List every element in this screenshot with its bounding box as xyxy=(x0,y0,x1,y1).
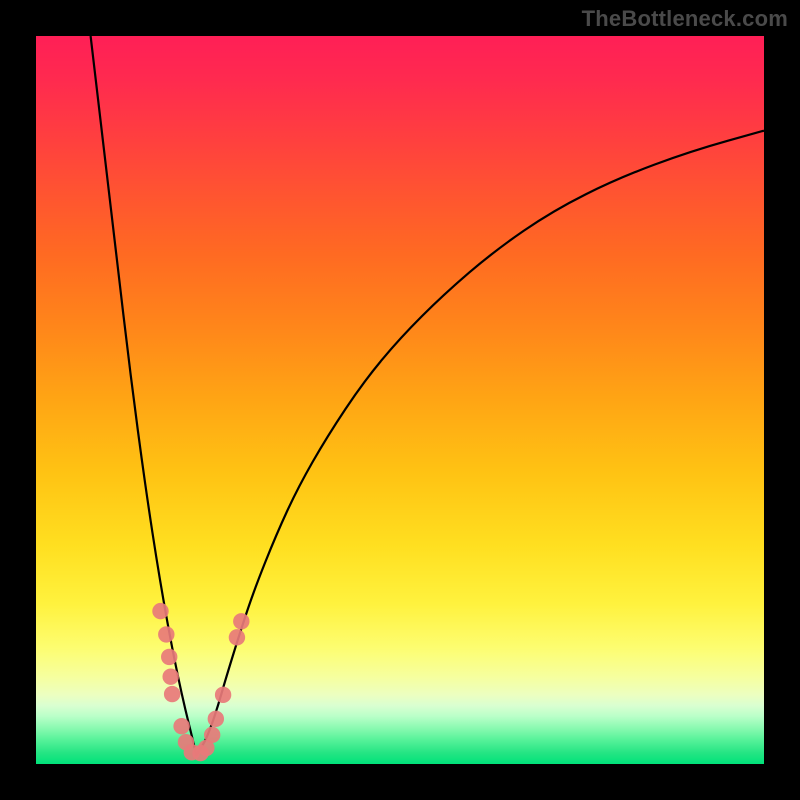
data-marker xyxy=(173,718,189,734)
data-marker xyxy=(208,711,224,727)
data-marker xyxy=(215,687,231,703)
data-marker xyxy=(162,668,178,684)
data-marker xyxy=(204,727,220,743)
watermark-text: TheBottleneck.com xyxy=(582,6,788,32)
data-marker xyxy=(158,626,174,642)
chart-root: TheBottleneck.com xyxy=(0,0,800,800)
data-marker xyxy=(229,629,245,645)
data-marker xyxy=(233,613,249,629)
data-marker xyxy=(152,603,168,619)
data-marker xyxy=(164,686,180,702)
chart-background-gradient xyxy=(36,36,764,764)
bottleneck-chart-svg xyxy=(0,0,800,800)
data-marker xyxy=(161,649,177,665)
